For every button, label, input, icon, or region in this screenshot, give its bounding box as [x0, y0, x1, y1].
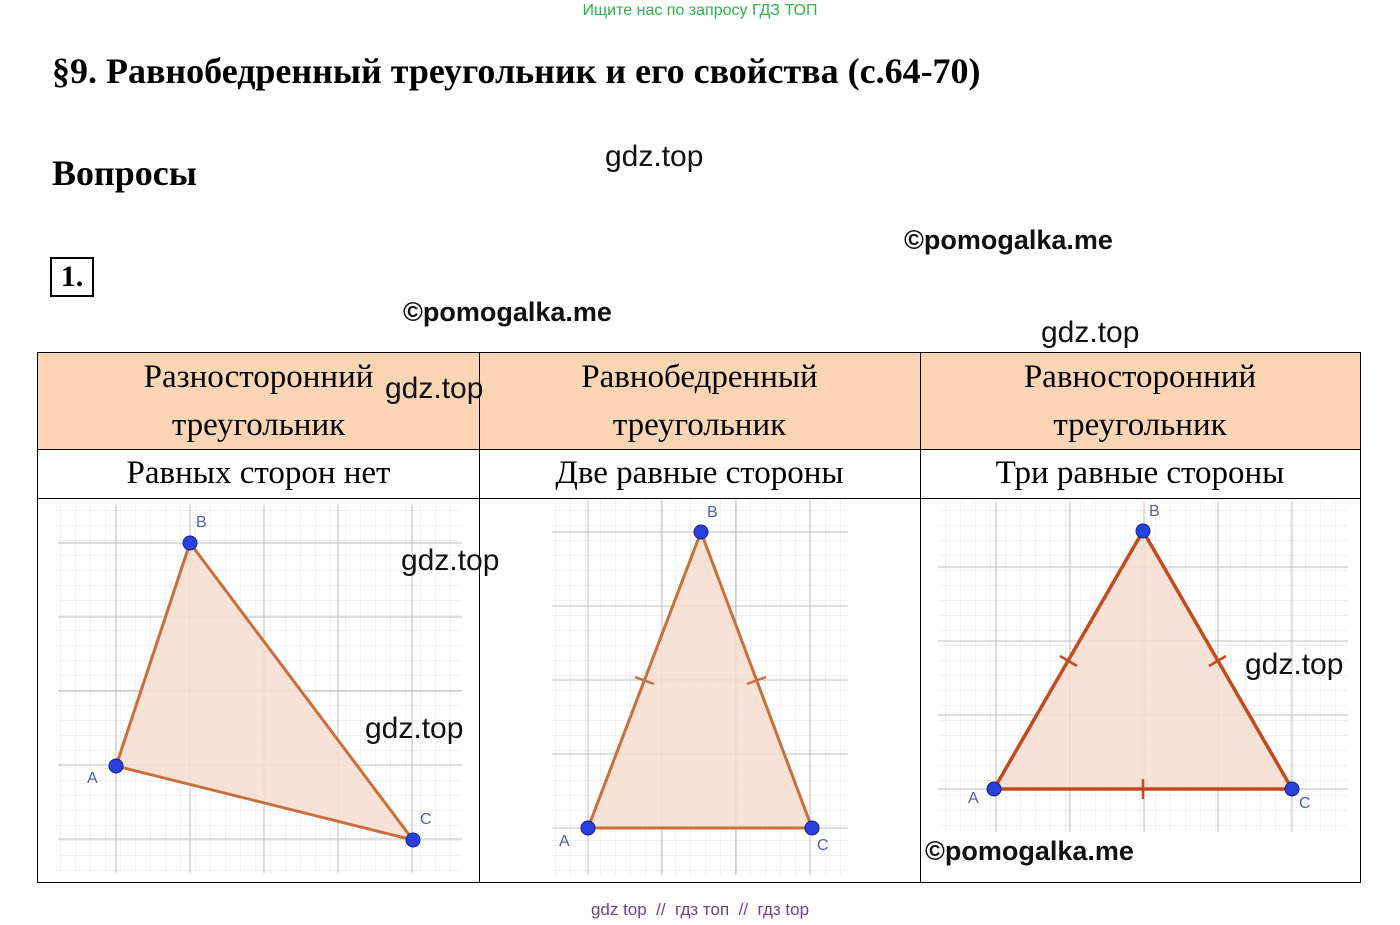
vertex-c-point — [1284, 781, 1300, 797]
watermark-gdz: gdz.top — [605, 140, 704, 173]
column-divider — [920, 353, 921, 882]
header-equilateral-line1: Равносторонний — [1023, 359, 1257, 395]
scalene-triangle — [114, 539, 417, 843]
watermark-gdz: gdz.top — [1041, 316, 1140, 349]
vertex-c-point — [804, 820, 820, 836]
vertex-b-label: B — [196, 514, 207, 531]
header-scalene-line2: треугольник — [171, 407, 346, 443]
vertex-b-point — [693, 524, 709, 540]
header-scalene-line1: Разносторонний — [143, 359, 374, 395]
equal-side-tick — [1208, 654, 1227, 668]
vertex-a-label: A — [968, 790, 979, 807]
equal-side-tick — [746, 675, 767, 686]
equal-side-tick — [1059, 654, 1078, 668]
vertex-a-label: A — [559, 833, 570, 850]
header-cell-scalene: Разносторонний треугольник — [38, 353, 479, 450]
description-isosceles: Две равные стороны — [479, 450, 920, 499]
vertex-b-point — [182, 535, 198, 551]
description-equilateral: Три равные стороны — [920, 450, 1360, 499]
equilateral-triangle-figure: A B C — [938, 502, 1348, 832]
section-title: Вопросы — [52, 153, 197, 193]
footer-links: gdz top // гдз топ // гдз top — [590, 900, 810, 919]
vertex-a-point — [986, 781, 1002, 797]
vertex-c-label: C — [817, 837, 829, 854]
header-isosceles-line2: треугольник — [612, 407, 787, 443]
header-isosceles-line1: Равнобедренный — [581, 359, 818, 395]
isosceles-triangle-figure: A B C — [552, 500, 848, 875]
vertex-b-point — [1135, 523, 1151, 539]
page-title: §9. Равнобедренный треугольник и его сво… — [52, 51, 981, 91]
vertex-c-label: C — [1299, 795, 1311, 812]
header-cell-equilateral: Равносторонний треугольник — [920, 353, 1360, 450]
vertex-c-label: C — [420, 811, 432, 828]
vertex-b-label: B — [707, 504, 718, 521]
vertex-a-point — [580, 820, 596, 836]
watermark-pomogalka: ©pomogalka.me — [925, 836, 1134, 866]
vertex-b-label: B — [1149, 503, 1160, 520]
top-note: Ищите нас по запросу ГДЗ ТОП — [582, 2, 818, 19]
vertex-a-label: A — [87, 770, 98, 787]
description-scalene: Равных сторон нет — [38, 450, 479, 499]
watermark-gdz: gdz.top — [401, 544, 500, 577]
watermark-gdz: gdz.top — [1245, 648, 1344, 681]
watermark-pomogalka: ©pomogalka.me — [403, 297, 612, 327]
column-divider — [479, 353, 480, 882]
vertex-c-point — [405, 832, 421, 848]
watermark-pomogalka: ©pomogalka.me — [904, 225, 1113, 255]
header-equilateral-line2: треугольник — [1053, 407, 1227, 443]
watermark-gdz: gdz.top — [385, 372, 484, 405]
question-number: 1. — [50, 257, 94, 297]
equal-side-tick — [634, 675, 655, 686]
vertex-a-point — [108, 758, 124, 774]
watermark-gdz: gdz.top — [365, 712, 464, 745]
header-cell-isosceles: Равнобедренный треугольник — [479, 353, 920, 450]
triangle-types-table: Разносторонний треугольник Равнобедренны… — [37, 352, 1361, 883]
scalene-triangle-figure: A B C — [58, 505, 462, 873]
